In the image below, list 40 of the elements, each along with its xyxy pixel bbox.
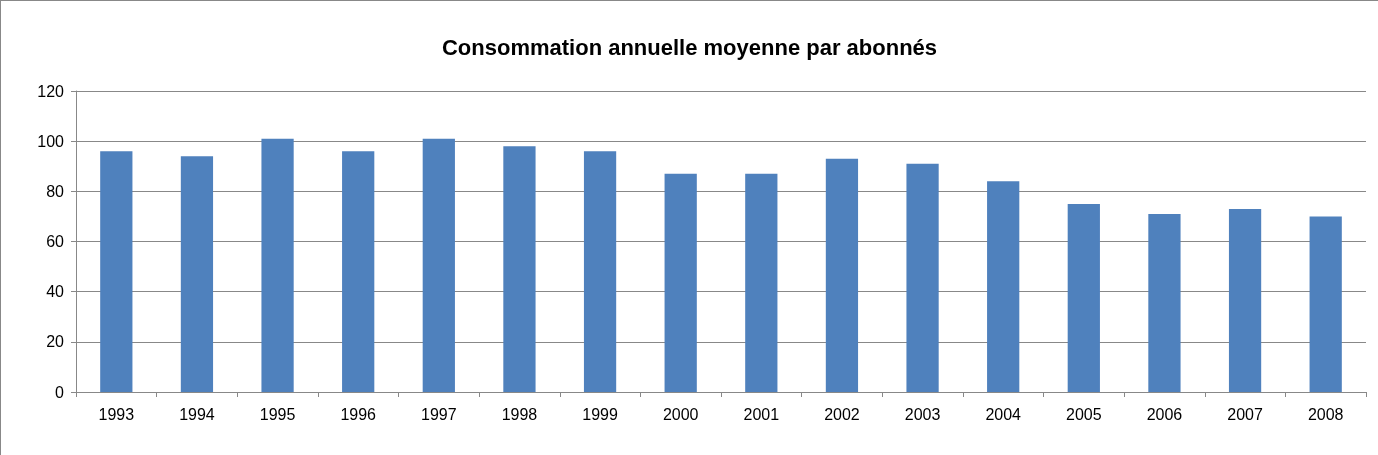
y-tick-label: 120 bbox=[37, 82, 65, 100]
x-tick-label: 1996 bbox=[340, 405, 377, 423]
x-tick-label: 1998 bbox=[501, 405, 538, 423]
bar bbox=[422, 138, 455, 392]
bar bbox=[906, 163, 939, 392]
y-tick-label: 80 bbox=[46, 182, 65, 200]
y-tick-label: 100 bbox=[37, 132, 65, 150]
x-tick-label: 2004 bbox=[985, 405, 1022, 423]
x-tick-label: 2007 bbox=[1227, 405, 1263, 423]
y-tick-label: 0 bbox=[55, 383, 65, 401]
x-tick-label: 2000 bbox=[662, 405, 699, 423]
y-tick-label: 40 bbox=[46, 283, 65, 301]
bar bbox=[180, 156, 214, 392]
y-tick-label: 20 bbox=[46, 333, 65, 351]
bar bbox=[1067, 203, 1100, 392]
bar bbox=[745, 173, 778, 392]
bar bbox=[261, 138, 294, 392]
y-tick-label: 60 bbox=[46, 233, 65, 250]
bar bbox=[503, 146, 536, 392]
x-tick-label: 2001 bbox=[743, 405, 780, 423]
x-tick-label: 2003 bbox=[904, 405, 941, 423]
x-tick-label: 2005 bbox=[1066, 405, 1102, 423]
x-tick-label: 1997 bbox=[421, 405, 457, 423]
x-tick-label: 1993 bbox=[98, 405, 135, 423]
x-tick-label: 1999 bbox=[582, 405, 618, 423]
x-tick-label: 2002 bbox=[824, 405, 860, 423]
bar bbox=[825, 158, 859, 392]
x-tick-label: 2008 bbox=[1307, 405, 1344, 423]
chart-title: Consommation annuelle moyenne par abonnés bbox=[441, 34, 938, 60]
bar bbox=[664, 173, 697, 392]
bar bbox=[987, 181, 1020, 392]
x-tick-label: 2006 bbox=[1146, 405, 1183, 423]
bar bbox=[1148, 213, 1181, 392]
bar bbox=[583, 151, 617, 392]
bar bbox=[1228, 208, 1262, 392]
bar bbox=[342, 151, 375, 392]
bar bbox=[1309, 216, 1342, 392]
x-tick-label: 1994 bbox=[179, 405, 215, 423]
x-tick-label: 1995 bbox=[259, 405, 296, 423]
bar bbox=[100, 151, 133, 392]
